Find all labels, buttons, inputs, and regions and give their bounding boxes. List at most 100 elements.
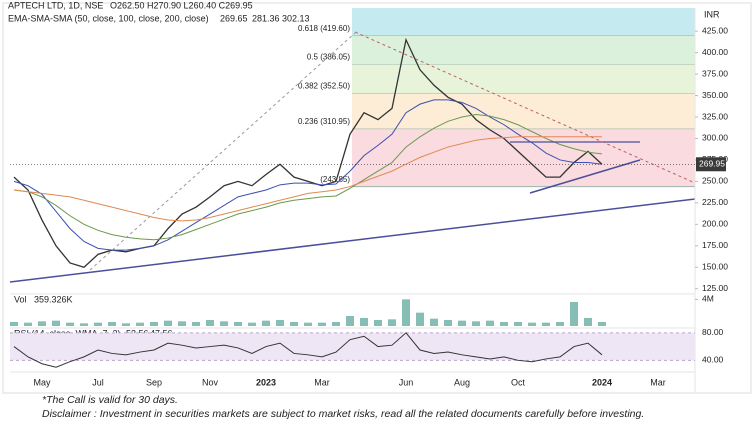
x-tick-label: Sep (146, 377, 162, 387)
y-tick-label: 400.00 (702, 47, 728, 57)
fib-band (352, 129, 695, 187)
fib-label: 0.382 (352.50) (298, 82, 350, 91)
volume-bar (24, 322, 32, 326)
y-tick-label: 325.00 (702, 111, 728, 121)
y-tick-label: 175.00 (702, 240, 728, 250)
volume-bar (38, 321, 46, 326)
volume-bar (66, 322, 74, 326)
volume-bar (472, 321, 480, 326)
volume-bar (290, 322, 298, 326)
trend-line (9, 198, 696, 283)
volume-bar (388, 319, 396, 326)
indicator-label: EMA-SMA-SMA (50, close, 100, close, 200,… (8, 13, 209, 23)
y-tick-label: 200.00 (702, 219, 728, 229)
x-tick-label: 2024 (592, 377, 612, 387)
rsi-band (10, 332, 695, 361)
x-tick-label: Mar (314, 377, 330, 387)
volume-bar (136, 322, 144, 326)
rsi-tick-label: 80.00 (702, 327, 724, 337)
volume-bar (10, 322, 18, 326)
volume-bar (150, 322, 158, 326)
volume-bar (542, 322, 550, 326)
y-tick-label: 225.00 (702, 197, 728, 207)
volume-bar (122, 323, 130, 326)
volume-bar (514, 322, 522, 326)
volume-bar (346, 316, 354, 326)
volume-bar (52, 320, 60, 326)
note: *The Call is valid for 30 days. (42, 394, 178, 406)
volume-tick-label: 4M (702, 294, 714, 304)
volume-label: Vol (14, 294, 27, 304)
trend-line (354, 31, 696, 184)
y-tick-label: 375.00 (702, 68, 728, 78)
ma-line (13, 113, 603, 241)
volume-bar (94, 322, 102, 326)
x-tick-label: Jul (92, 377, 104, 387)
volume-bar (178, 321, 186, 326)
x-tick-label: Aug (454, 377, 470, 387)
header: APTECH LTD, 1D, NSE (8, 0, 103, 10)
last-price-badge (696, 157, 726, 172)
volume-bar (556, 322, 564, 326)
volume-bar (332, 322, 340, 326)
volume-bar (486, 320, 494, 326)
fib-label: 0.618 (419.60) (298, 24, 350, 33)
y-tick-label: 425.00 (702, 25, 728, 35)
indicator-value: 302.13 (282, 13, 310, 23)
volume-bar (444, 320, 452, 326)
volume-bar (416, 312, 424, 326)
indicator-value: 281.36 (252, 13, 280, 23)
x-tick-label: Mar (650, 377, 666, 387)
currency: INR (704, 9, 720, 19)
volume-bar (248, 322, 256, 326)
y-tick-label: 125.00 (702, 283, 728, 293)
volume-bar (360, 318, 368, 326)
x-tick-label: May (33, 377, 51, 387)
indicator-value: 269.65 (220, 13, 248, 23)
disclaimer: Disclaimer : Investment in securities ma… (42, 408, 644, 420)
fib-label: 0.236 (310.95) (298, 117, 350, 126)
x-tick-label: Oct (511, 377, 526, 387)
fib-band (352, 8, 695, 36)
x-tick-label: Jun (399, 377, 414, 387)
fib-band (352, 35, 695, 65)
volume-bar (598, 322, 606, 326)
y-tick-label: 300.00 (702, 133, 728, 143)
volume-bar (262, 320, 270, 326)
y-tick-label: 250.00 (702, 176, 728, 186)
volume-bar (528, 322, 536, 326)
fib-band (352, 93, 695, 130)
fib-label: (243.85) (320, 175, 350, 184)
volume-bar (108, 322, 116, 326)
ma-line (13, 99, 603, 251)
trend-line (89, 32, 356, 271)
volume-bar (430, 318, 438, 326)
volume-bar (206, 320, 214, 326)
rsi-line (13, 332, 603, 368)
volume-bar (500, 322, 508, 326)
x-tick-label: Nov (202, 377, 219, 387)
volume-bar (570, 302, 578, 326)
rsi-tick-label: 40.00 (702, 355, 724, 365)
volume-bar (234, 322, 242, 326)
volume-bar (164, 320, 172, 326)
fib-band (352, 64, 695, 94)
volume-bar (584, 318, 592, 326)
volume-bar (318, 322, 326, 326)
y-tick-label: 150.00 (702, 261, 728, 271)
trend-line (529, 159, 641, 194)
volume-bar (458, 320, 466, 326)
volume-bar (276, 320, 284, 326)
volume-bar (220, 321, 228, 326)
last-price-label: 269.95 (699, 159, 725, 169)
volume-bar (192, 322, 200, 326)
volume-bar (374, 320, 382, 326)
volume-value: 359.326K (34, 294, 73, 304)
x-tick-label: 2023 (256, 377, 276, 387)
volume-bar (304, 322, 312, 326)
volume-bar (402, 299, 410, 326)
ma-line (13, 136, 602, 222)
volume-bar (80, 323, 88, 326)
ohlc: O262.50 H270.90 L260.40 C269.95 (110, 0, 253, 10)
